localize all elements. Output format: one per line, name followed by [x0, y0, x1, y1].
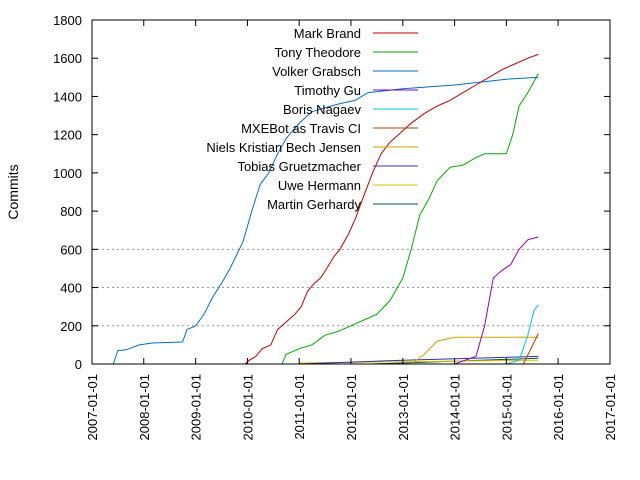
- y-tick-label: 0: [75, 357, 82, 372]
- x-tick-label: 2015-01-01: [499, 374, 514, 441]
- x-tick-label: 2012-01-01: [344, 374, 359, 441]
- legend-label: Tony Theodore: [275, 45, 362, 60]
- legend-label: Volker Grabsch: [272, 64, 361, 79]
- legend-label: Martin Gerhardy: [267, 197, 361, 212]
- legend-label: MXEBot as Travis CI: [241, 121, 361, 136]
- x-tick-label: 2009-01-01: [189, 374, 204, 441]
- y-tick-label: 600: [60, 242, 82, 257]
- y-tick-label: 1400: [53, 89, 82, 104]
- x-tick-label: 2014-01-01: [448, 374, 463, 441]
- x-tick-label: 2017-01-01: [603, 374, 618, 441]
- series-line: [281, 73, 539, 365]
- x-tick-label: 2010-01-01: [240, 374, 255, 441]
- y-tick-label: 800: [60, 204, 82, 219]
- x-tick-label: 2007-01-01: [85, 374, 100, 441]
- y-tick-label: 400: [60, 281, 82, 296]
- y-tick-label: 200: [60, 319, 82, 334]
- series-line: [522, 333, 539, 365]
- x-tick-label: 2011-01-01: [292, 374, 307, 440]
- legend-label: Mark Brand: [294, 26, 361, 41]
- y-tick-label: 1600: [53, 51, 82, 66]
- y-axis-label: Commits: [5, 164, 21, 219]
- series-line: [112, 76, 539, 365]
- x-tick-label: 2013-01-01: [396, 374, 411, 441]
- y-axis-ticks: 0 200 400 600 800 1000 1200 1400 1600 1800: [53, 13, 610, 372]
- x-tick-label: 2008-01-01: [137, 374, 152, 441]
- series-line: [506, 304, 539, 365]
- y-tick-label: 1800: [53, 13, 82, 28]
- x-tick-label: 2016-01-01: [551, 374, 566, 441]
- legend: Mark Brand Tony Theodore Volker Grabsch Tim…: [206, 26, 418, 212]
- legend-label: Boris Nagaev: [283, 102, 362, 117]
- x-axis-ticks: 2007-01-01 2008-01-01 2009-01-01 2010-01-01…: [85, 20, 618, 441]
- series-line: [410, 336, 539, 365]
- y-tick-label: 1200: [53, 128, 82, 143]
- series-line: [454, 236, 539, 365]
- legend-label: Niels Kristian Bech Jensen: [206, 140, 361, 155]
- legend-label: Tobias Gruetzmacher: [237, 159, 361, 174]
- grid-lines: [92, 248, 610, 327]
- y-tick-label: 1000: [53, 166, 82, 181]
- legend-label: Uwe Hermann: [278, 178, 361, 193]
- legend-label: Timothy Gu: [294, 83, 361, 98]
- series-line: [244, 53, 539, 365]
